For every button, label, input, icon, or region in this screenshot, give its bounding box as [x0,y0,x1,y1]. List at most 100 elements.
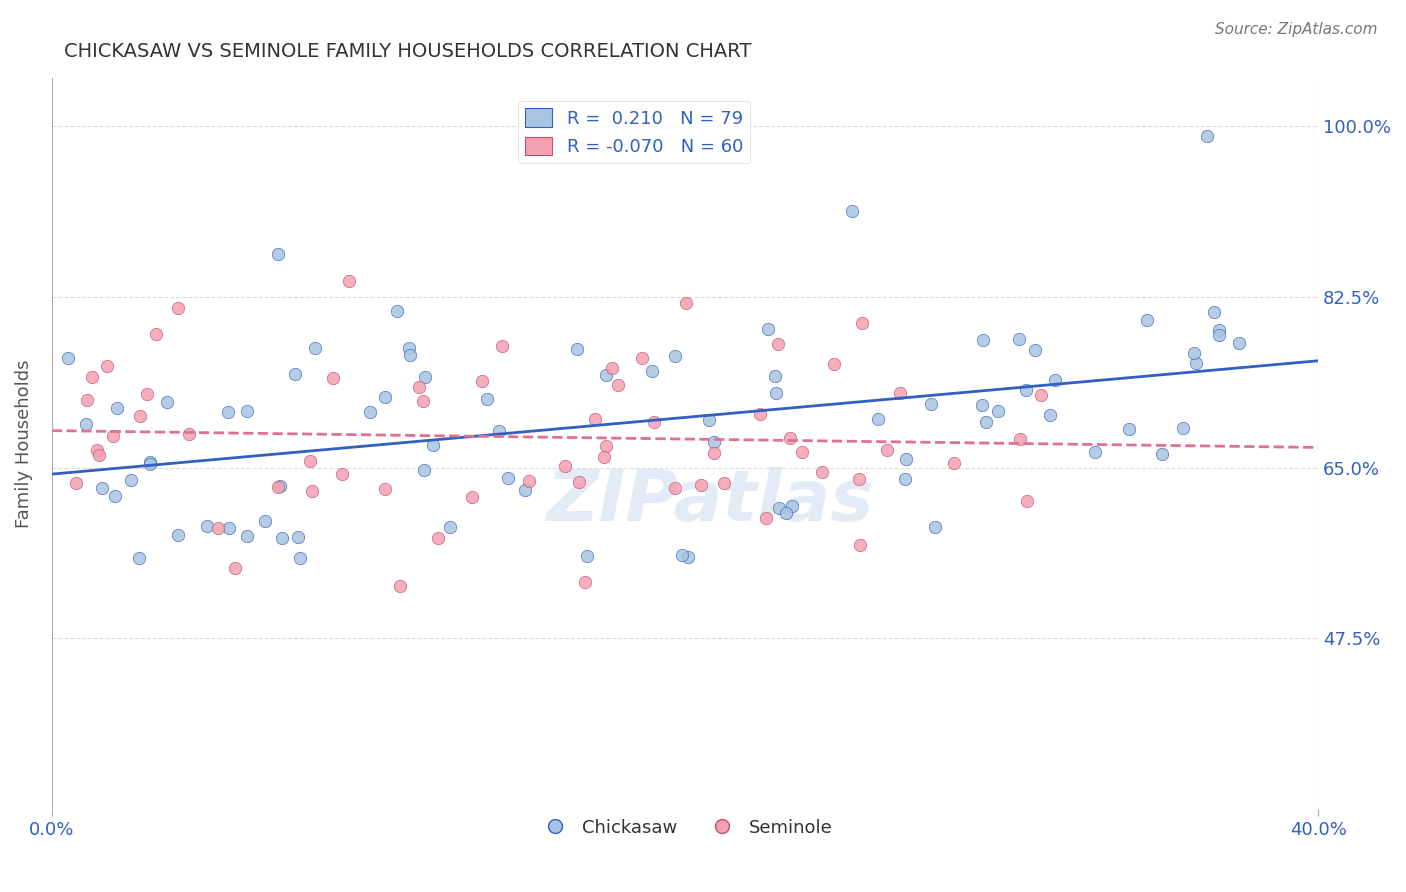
Point [301,484,323,499]
Point [287,530,309,544]
Point [398,341,420,355]
Point [156,395,179,409]
Point [288,550,311,565]
Point [768,337,790,351]
Point [138,457,160,471]
Point [488,424,510,438]
Point [87,448,110,462]
Point [920,397,942,411]
Point [924,520,946,534]
Point [780,499,803,513]
Point [399,348,422,362]
Point [128,551,150,566]
Point [460,490,482,504]
Point [1208,323,1230,337]
Point [1182,346,1205,360]
Point [690,478,713,492]
Point [851,316,873,330]
Text: ZIPatlas: ZIPatlas [547,467,875,536]
Point [1084,445,1107,459]
Point [471,374,494,388]
Point [304,341,326,355]
Point [1118,422,1140,436]
Point [1015,383,1038,397]
Point [574,575,596,590]
Point [765,385,787,400]
Point [775,506,797,520]
Point [145,326,167,341]
Point [823,357,845,371]
Point [517,474,540,488]
Point [166,528,188,542]
Point [267,247,290,261]
Point [298,454,321,468]
Point [65,476,87,491]
Point [896,451,918,466]
Legend: Chickasaw, Seminole: Chickasaw, Seminole [530,812,841,844]
Point [697,413,720,427]
Point [422,438,444,452]
Point [139,455,162,469]
Point [491,339,513,353]
Point [75,417,97,431]
Point [671,548,693,562]
Point [86,442,108,457]
Point [412,394,434,409]
Point [166,301,188,316]
Point [641,364,664,378]
Point [322,371,344,385]
Point [218,521,240,535]
Point [253,515,276,529]
Point [374,390,396,404]
Point [475,392,498,406]
Point [76,392,98,407]
Point [943,456,966,470]
Point [849,538,872,552]
Point [374,483,396,497]
Point [80,370,103,384]
Point [554,458,576,473]
Point [1197,129,1219,144]
Point [385,304,408,318]
Point [1185,356,1208,370]
Point [120,473,142,487]
Point [664,481,686,495]
Point [439,520,461,534]
Point [177,426,200,441]
Point [427,531,450,545]
Point [675,296,697,310]
Point [606,377,628,392]
Point [1043,373,1066,387]
Point [1227,335,1250,350]
Y-axis label: Family Households: Family Households [15,359,32,527]
Point [595,439,617,453]
Point [413,369,436,384]
Point [270,531,292,545]
Text: CHICKASAW VS SEMINOLE FAMILY HOUSEHOLDS CORRELATION CHART: CHICKASAW VS SEMINOLE FAMILY HOUSEHOLDS … [65,42,752,61]
Point [104,489,127,503]
Point [756,322,779,336]
Point [224,561,246,575]
Point [284,368,307,382]
Point [135,386,157,401]
Point [841,203,863,218]
Point [630,351,652,365]
Point [1039,409,1062,423]
Point [129,409,152,424]
Point [703,446,725,460]
Point [755,510,778,524]
Point [1202,305,1225,319]
Point [703,434,725,449]
Point [101,429,124,443]
Point [848,472,870,486]
Point [889,386,911,401]
Point [236,404,259,418]
Point [91,481,114,495]
Point [592,450,614,465]
Point [1017,494,1039,508]
Point [894,472,917,486]
Point [676,549,699,564]
Point [1008,432,1031,446]
Point [1171,420,1194,434]
Point [413,462,436,476]
